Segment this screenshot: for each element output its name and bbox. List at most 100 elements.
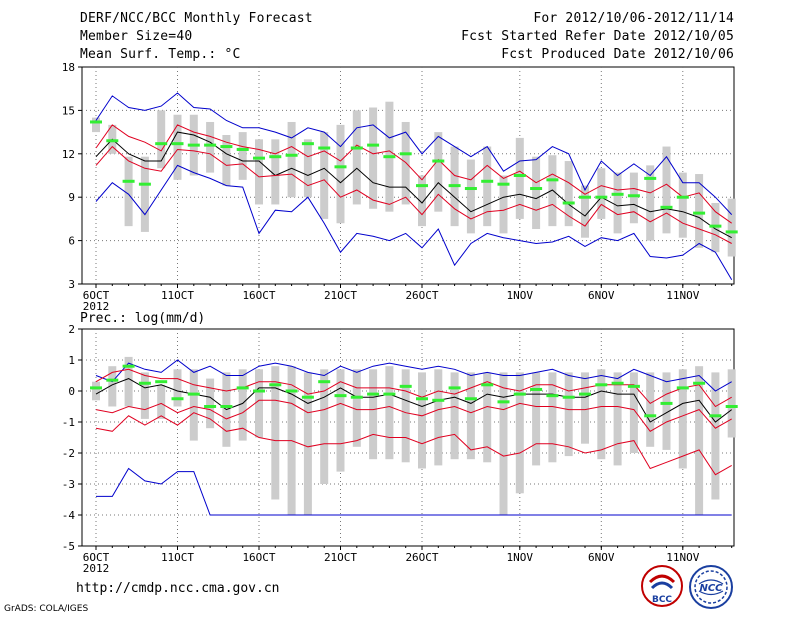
panel1-series-upper	[95, 124, 732, 224]
panel2-spread-box	[238, 369, 247, 441]
panel2-spread-box	[564, 372, 573, 457]
panel1-marker	[611, 192, 624, 196]
panel2-ytick-label: -4	[62, 509, 76, 522]
panel1-spread-box	[499, 175, 508, 234]
panel2-spread-box	[173, 369, 182, 407]
panel2-year-label: 2012	[83, 562, 110, 575]
panel1-spread-box	[238, 132, 247, 180]
member-size: Member Size=40	[80, 29, 193, 44]
panel2-spread-box	[352, 369, 361, 447]
grads-credit: GrADS: COLA/IGES	[4, 604, 89, 614]
panel2-marker	[416, 397, 428, 401]
panel2-xtick-label: 11NOV	[666, 551, 699, 564]
panel1-spread-box	[466, 159, 475, 234]
panel1-marker	[562, 201, 575, 205]
panel2-marker	[530, 387, 543, 391]
panel2-spread-box	[597, 369, 606, 460]
panel2-title: Prec.: log(mm/d)	[80, 311, 205, 326]
panel1-xtick-label: 11NOV	[666, 289, 699, 302]
panel2-series-lower	[95, 399, 732, 432]
panel2-ytick-label: -5	[62, 540, 75, 553]
panel2-spread-box	[466, 372, 475, 460]
panel2-marker	[546, 394, 559, 398]
panel2-series-max	[95, 359, 732, 392]
panel1-spread-box	[483, 146, 492, 227]
panel2-marker	[464, 397, 477, 401]
panel1-ytick-label: 15	[62, 104, 75, 117]
panel2-spread-box	[369, 369, 378, 460]
panel1-spread-box	[515, 137, 524, 219]
panel2-marker	[285, 389, 298, 393]
panel2-marker	[383, 392, 396, 396]
panel2-series-upper	[95, 368, 732, 408]
panel1-marker	[367, 143, 380, 147]
panel1-spread-box	[157, 110, 166, 169]
panel1-marker	[236, 147, 249, 151]
panel1-spread-box	[320, 132, 329, 219]
bcc-logo: BCC	[641, 565, 683, 607]
panel1-marker	[546, 178, 559, 182]
panel1-spread-box	[206, 121, 215, 173]
panel2-marker	[481, 383, 494, 387]
panel2-spread-box	[532, 372, 541, 466]
panel2-spread-box	[418, 372, 426, 469]
panel1-spread-box	[695, 174, 704, 248]
panel2-marker	[318, 380, 331, 384]
panel1-spread-box	[222, 134, 231, 186]
panel2-marker	[106, 378, 119, 382]
panel2-spread-box	[662, 372, 671, 450]
panel1-spread-box	[336, 124, 345, 224]
panel1-xtick-label: 11OCT	[161, 289, 194, 302]
panel1-marker	[301, 142, 314, 146]
panel2-marker	[595, 383, 608, 387]
panel1-spread-box	[271, 139, 280, 205]
panel2-marker	[644, 414, 657, 418]
panel1-marker	[464, 187, 477, 191]
panel2-ytick-label: -2	[62, 447, 75, 460]
panel1-marker	[595, 195, 608, 199]
panel2-spread-box	[206, 378, 215, 429]
panel1-marker	[253, 156, 265, 160]
panel1-ytick-label: 6	[68, 235, 75, 248]
panel2-marker	[497, 400, 510, 404]
panel2-ytick-label: 0	[68, 385, 75, 398]
panel2-marker	[204, 405, 217, 408]
panel2-xtick-label: 26OCT	[405, 551, 438, 564]
panel2-ytick-label: -1	[62, 416, 75, 429]
panel2-marker	[448, 386, 461, 390]
ncc-logo-label: NCC	[699, 583, 723, 594]
panel2-marker	[367, 392, 380, 396]
panel1-spread-box	[581, 185, 589, 238]
panel2-marker	[90, 386, 102, 390]
source-url[interactable]: http://cmdp.ncc.cma.gov.cn	[76, 581, 280, 596]
panel1-year-label: 2012	[83, 300, 110, 313]
panel2-marker	[155, 380, 168, 384]
panel1-marker	[155, 142, 168, 146]
panel2-xtick-label: 6OCT	[83, 551, 110, 564]
panel2-spread-box	[124, 356, 133, 407]
panel2-spread-box	[711, 372, 720, 500]
panel2-spread-box	[629, 372, 638, 453]
panel2-spread-box	[385, 366, 394, 460]
panel2-marker	[399, 384, 412, 388]
panel1-xtick-label: 16OCT	[242, 289, 275, 302]
panel1-marker	[90, 120, 102, 124]
panel1-marker	[285, 153, 298, 157]
forecast-period: For 2012/10/06-2012/11/14	[533, 11, 734, 26]
panel1-marker	[171, 142, 184, 146]
panel1-marker	[725, 230, 738, 234]
panel1-marker	[448, 184, 461, 188]
panel1-marker	[432, 159, 445, 163]
panel2-spread-box	[140, 372, 149, 419]
panel2-series-mean	[95, 378, 733, 423]
panel2-ytick-label: -3	[62, 478, 75, 491]
panel2-marker	[220, 405, 233, 408]
panel2-marker	[138, 381, 151, 385]
panel2-marker	[350, 395, 363, 399]
panel1-marker	[676, 195, 689, 199]
panel1-marker	[693, 211, 706, 215]
panel2-marker	[301, 395, 314, 399]
panel1-ytick-label: 9	[68, 191, 75, 204]
panel1-spread-box	[727, 198, 736, 257]
panel1-marker	[220, 145, 233, 149]
